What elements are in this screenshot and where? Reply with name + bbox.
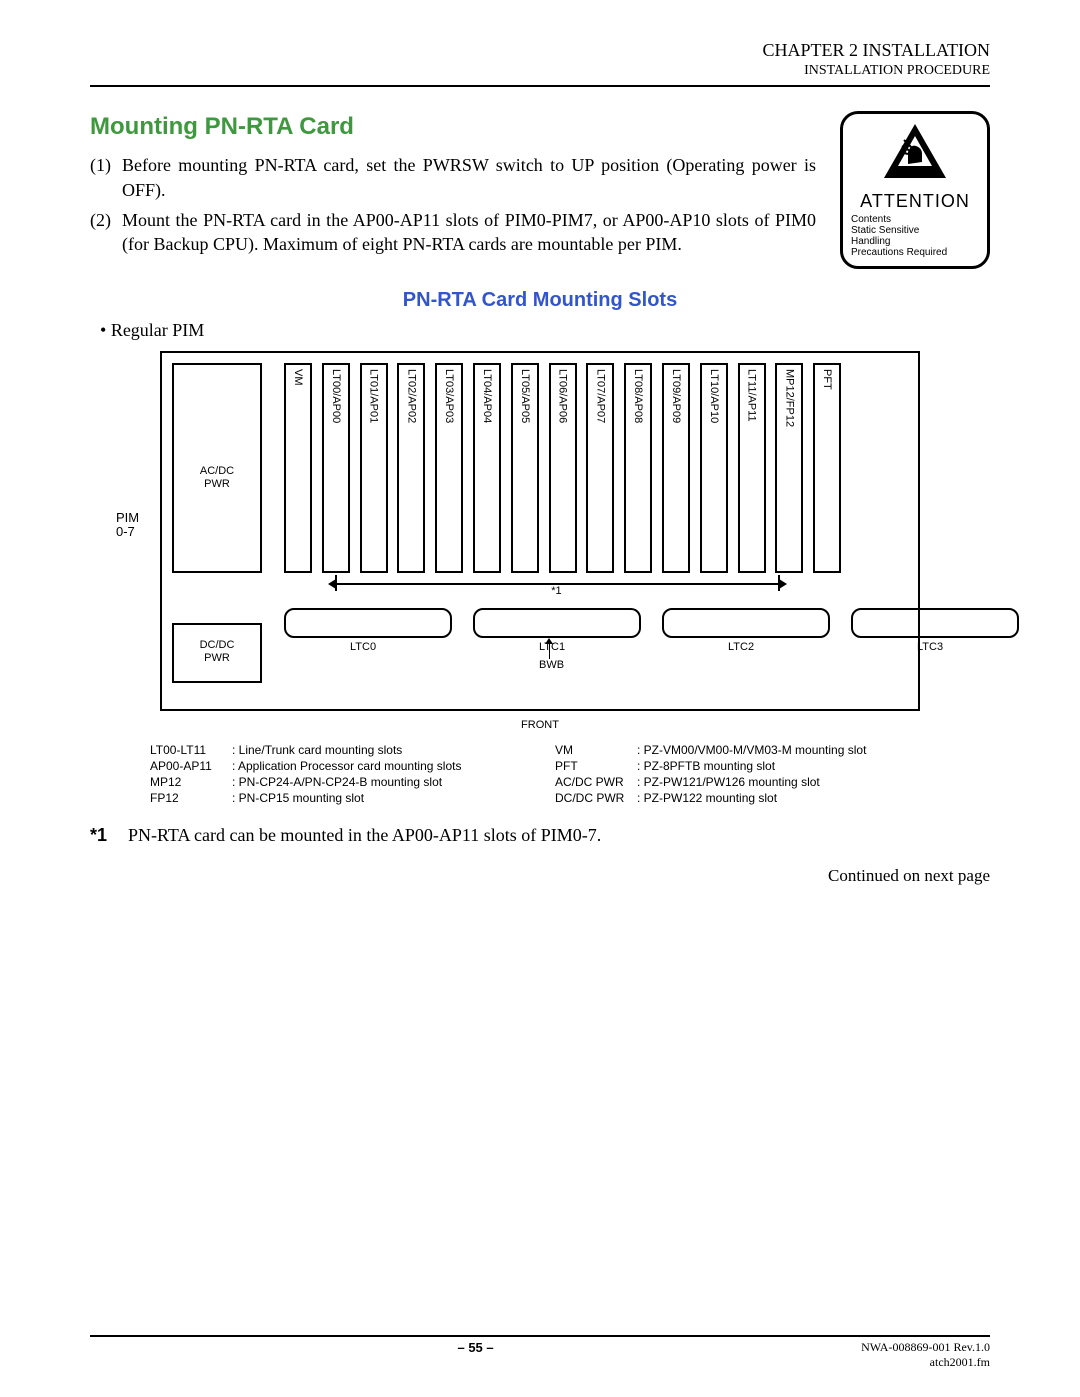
attention-line: Static Sensitive [851,225,979,236]
slot-label: LT08/AP08 [632,369,644,423]
legend-key: LT00-LT11 [150,743,232,758]
slot-label: PFT [821,369,833,390]
ltc-label: LTC2 [728,641,754,653]
top-rule [90,85,990,87]
ltc-box [473,608,641,638]
legend-val: : PZ-VM00/VM00-M/VM03-M mounting slot [637,743,866,758]
legend-key: MP12 [150,775,232,790]
card-slot: LT11/AP11 [738,363,766,573]
legend-key: PFT [555,759,637,774]
legend-row: DC/DC PWR: PZ-PW122 mounting slot [555,791,930,806]
slot-label: LT04/AP04 [481,369,493,423]
card-slot: PFT [813,363,841,573]
legend-row: AC/DC PWR: PZ-PW121/PW126 mounting slot [555,775,930,790]
esd-hand-icon [880,122,950,182]
slot-label: LT03/AP03 [443,369,455,423]
card-slot: VM [284,363,312,573]
slot-label: LT00/AP00 [330,369,342,423]
acdc-slot: AC/DCPWR [172,363,262,573]
card-slot: LT07/AP07 [586,363,614,573]
inst-num: (2) [90,208,122,257]
inst-text: Before mounting PN-RTA card, set the PWR… [122,153,816,202]
legend-row: LT00-LT11: Line/Trunk card mounting slot… [150,743,525,758]
page-number: – 55 – [457,1340,493,1355]
attention-line: Contents [851,214,979,225]
slot-label: LT01/AP01 [368,369,380,423]
attention-line: Precautions Required [851,247,979,258]
legend-key: VM [555,743,637,758]
legend-row: FP12: PN-CP15 mounting slot [150,791,525,806]
card-slot: LT05/AP05 [511,363,539,573]
legend-val: : PN-CP15 mounting slot [232,791,364,806]
footnote: *1 PN-RTA card can be mounted in the AP0… [90,825,990,846]
ltc-label: LTC3 [917,641,943,653]
slot-label: MP12/FP12 [783,369,795,427]
slot-label: LT09/AP09 [670,369,682,423]
arrow-tick [335,575,337,591]
card-slot: MP12/FP12 [775,363,803,573]
legend-val: : PZ-PW122 mounting slot [637,791,777,806]
slot-label: LT07/AP07 [594,369,606,423]
attention-box: ATTENTION Contents Static Sensitive Hand… [840,111,990,269]
section-title: Mounting PN-RTA Card [90,111,816,143]
legend-val: : PN-CP24-A/PN-CP24-B mounting slot [232,775,442,790]
dcdc-slot: DC/DCPWR [172,623,262,683]
ltc-box [284,608,452,638]
legend-val: : Application Processor card mounting sl… [232,759,461,774]
footnote-text: PN-RTA card can be mounted in the AP00-A… [128,825,601,846]
slot-label: LT02/AP02 [405,369,417,423]
legend-row: VM: PZ-VM00/VM00-M/VM03-M mounting slot [555,743,930,758]
legend-val: : PZ-PW121/PW126 mounting slot [637,775,820,790]
continued-text: Continued on next page [90,866,990,886]
diagram-wrap: PIM0-7 AC/DCPWR DC/DCPWR *1 BWB VMLT00/A… [160,351,920,731]
slot-label: LT11/AP11 [746,369,758,422]
card-slot: LT02/AP02 [397,363,425,573]
arrow-tick [778,575,780,591]
doc-id: NWA-008869-001 Rev.1.0 [861,1340,990,1354]
legend-row: PFT: PZ-8PFTB mounting slot [555,759,930,774]
slot-label: LT06/AP06 [557,369,569,423]
inst-text: Mount the PN-RTA card in the AP00-AP11 s… [122,208,816,257]
legend-key: DC/DC PWR [555,791,637,806]
card-slot: LT10/AP10 [700,363,728,573]
legend-val: : Line/Trunk card mounting slots [232,743,402,758]
pim-label: PIM0-7 [116,511,139,540]
card-slot: LT06/AP06 [549,363,577,573]
ltc-label: LTC0 [350,641,376,653]
card-slot: LT09/AP09 [662,363,690,573]
card-slot: LT01/AP01 [360,363,388,573]
chapter-header: CHAPTER 2 INSTALLATION [90,40,990,61]
legend-key: FP12 [150,791,232,806]
attention-title: ATTENTION [851,191,979,212]
sub-heading: PN-RTA Card Mounting Slots [90,289,990,312]
doc-file: atch2001.fm [861,1355,990,1369]
slot-label: VM [292,369,304,386]
footer-rule [90,1335,990,1337]
asterisk-1: *1 [551,585,561,597]
legend-row: MP12: PN-CP24-A/PN-CP24-B mounting slot [150,775,525,790]
legend-val: : PZ-8PFTB mounting slot [637,759,775,774]
card-slot: LT03/AP03 [435,363,463,573]
legend-key: AC/DC PWR [555,775,637,790]
bwb-label: BWB [539,659,564,671]
legend: LT00-LT11: Line/Trunk card mounting slot… [150,743,930,807]
bullet-regular-pim: Regular PIM [100,320,990,341]
card-slot: LT08/AP08 [624,363,652,573]
header-sub: INSTALLATION PROCEDURE [90,63,990,79]
attention-line: Handling [851,236,979,247]
slot-label: LT10/AP10 [708,369,720,423]
bwb-arrowhead [545,638,553,644]
card-slot: LT00/AP00 [322,363,350,573]
ltc-box [851,608,1019,638]
legend-row: AP00-AP11: Application Processor card mo… [150,759,525,774]
front-label: FRONT [160,719,920,731]
footer: – 55 – NWA-008869-001 Rev.1.0 atch2001.f… [90,1340,990,1369]
slot-label: LT05/AP05 [519,369,531,423]
ltc-box [662,608,830,638]
footnote-marker: *1 [90,825,128,846]
pim-diagram: AC/DCPWR DC/DCPWR *1 BWB VM LT00/AP00 LT01… [160,351,920,711]
card-slot: LT04/AP04 [473,363,501,573]
legend-key: AP00-AP11 [150,759,232,774]
inst-num: (1) [90,153,122,202]
